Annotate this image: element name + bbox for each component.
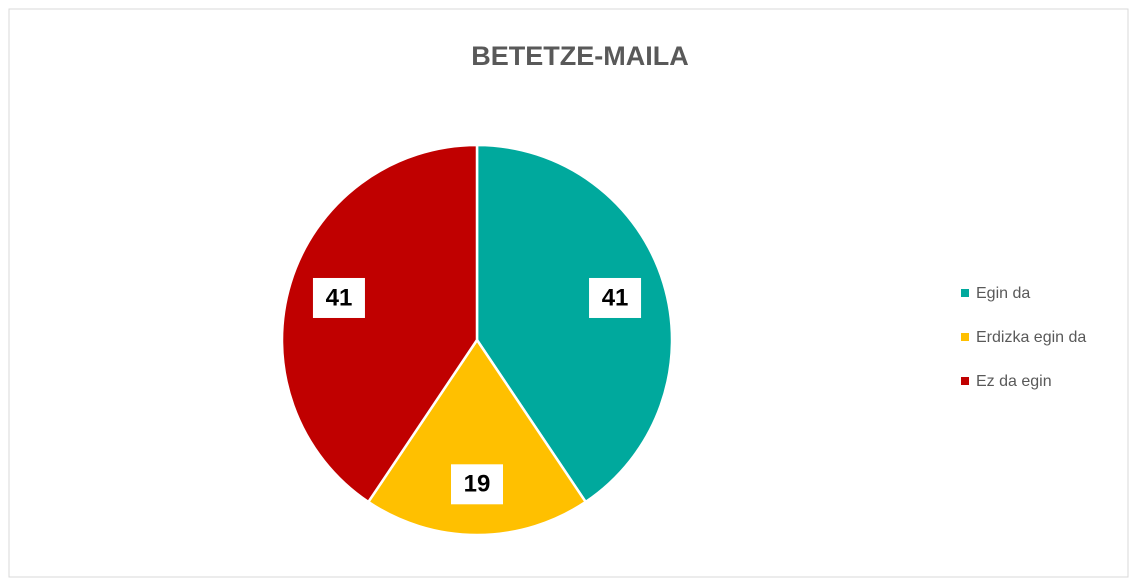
data-label-box xyxy=(589,277,642,318)
legend-label: Egin da xyxy=(976,285,1030,302)
data-label-box xyxy=(451,464,503,505)
legend-swatch xyxy=(961,289,969,297)
data-label: 41 xyxy=(326,284,353,311)
data-label: 41 xyxy=(602,284,629,311)
pie-slice xyxy=(280,143,479,504)
data-label-box xyxy=(312,277,365,318)
legend-label: Erdizka egin da xyxy=(976,329,1086,346)
chart-title: BETETZE-MAILA xyxy=(471,41,688,71)
legend-label: Ez da egin xyxy=(976,373,1052,390)
data-label: 19 xyxy=(464,471,491,498)
pie-slice xyxy=(475,143,674,504)
pie-slice xyxy=(366,337,588,537)
legend-swatch xyxy=(961,333,969,341)
legend-swatch xyxy=(961,377,969,385)
